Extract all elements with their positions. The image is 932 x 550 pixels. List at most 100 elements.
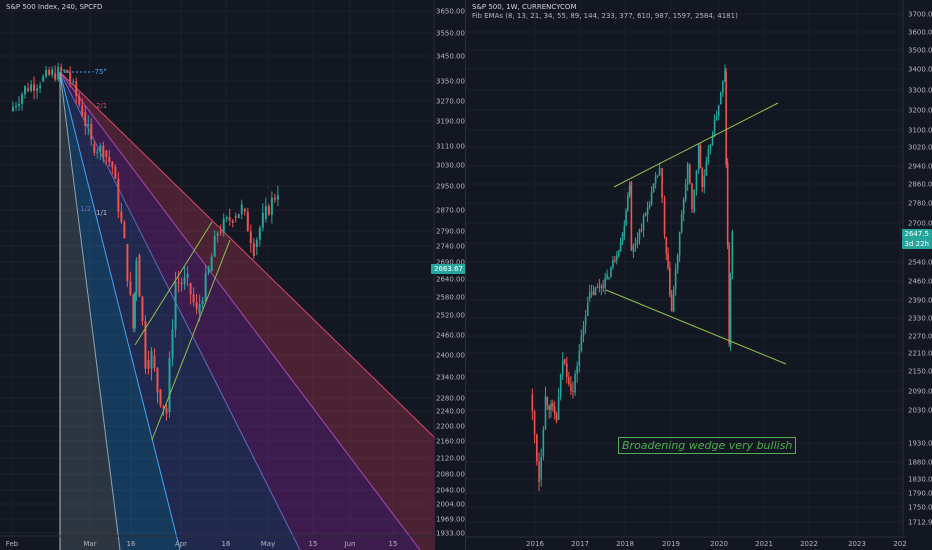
candle-body — [557, 397, 560, 420]
candle-body — [60, 67, 63, 72]
channel-line-lower — [151, 239, 231, 441]
candle-body — [533, 411, 536, 435]
y-tick-label: 3450.00 — [436, 53, 465, 61]
gann-fan-zone — [60, 72, 435, 550]
candle-body — [219, 231, 222, 233]
chart-pane-left[interactable]: -75° 2/1 1/1 1/2 1933.00 1969.00 2004.00 2040.0… — [0, 0, 466, 550]
candle-body — [93, 144, 96, 153]
candle-body — [729, 276, 732, 346]
candle-body — [689, 164, 691, 184]
candle-body — [168, 357, 171, 413]
left-candles — [12, 63, 279, 421]
candle-body — [133, 292, 136, 329]
candle-body — [695, 170, 698, 191]
y-tick-label: 1750.0 — [908, 504, 932, 512]
left-axes: 1933.00 1969.00 2004.00 2040.00 2080.00 2120.… — [0, 0, 465, 548]
y-tick-label: 2700.0 — [908, 220, 932, 228]
candle-body — [144, 321, 147, 369]
y-tick-label: 2004.00 — [436, 501, 465, 509]
candle-body — [69, 72, 72, 82]
x-tick-label: 15 — [309, 540, 318, 548]
candle-body — [186, 273, 189, 278]
x-tick-label: May — [261, 540, 275, 548]
y-tick-label: 1830.0 — [908, 476, 932, 484]
x-tick-label: 2023 — [848, 540, 866, 548]
candle-body — [273, 197, 276, 200]
candle-body — [42, 76, 45, 81]
candle-body — [213, 235, 216, 257]
right-grid — [466, 0, 902, 535]
candle-body — [162, 405, 165, 409]
wedge-annotation[interactable]: Broadening wedge very bullish — [618, 437, 797, 454]
candle-body — [180, 283, 183, 285]
candle-body — [81, 104, 84, 117]
chart-left-canvas[interactable]: -75° 2/1 1/1 1/2 1933.00 1969.00 2004.00 2040.0… — [0, 0, 466, 550]
candle-body — [111, 161, 114, 168]
candle-body — [592, 291, 595, 295]
candle-body — [249, 231, 252, 244]
candle-body — [682, 199, 685, 215]
candle-body — [66, 70, 69, 73]
candle-body — [261, 212, 264, 228]
candle-body — [147, 360, 150, 369]
candle-body — [30, 84, 33, 91]
candle-body — [678, 231, 681, 256]
candle-body — [48, 69, 51, 75]
y-tick-label: 2150.0 — [908, 368, 932, 376]
candle-body — [713, 119, 716, 137]
chart-right-legend: S&P 500, 1W, CURRENCYCOM Fib EMAs (8, 13… — [472, 3, 738, 21]
y-tick-label: 2090.0 — [908, 388, 932, 396]
x-tick-label: 16 — [127, 540, 136, 548]
candle-body — [189, 283, 192, 295]
x-tick-label: 2020 — [710, 540, 728, 548]
candle-body — [590, 291, 593, 293]
candle-body — [576, 366, 578, 374]
y-tick-label: 3200.0 — [908, 107, 932, 115]
candle-body — [602, 285, 605, 288]
wedge-line-lower — [605, 289, 787, 365]
x-tick-label: 2019 — [662, 540, 680, 548]
candle-body — [39, 85, 42, 89]
candle-body — [171, 329, 174, 358]
candle-body — [627, 195, 629, 211]
candle-body — [159, 389, 162, 406]
fib-ema-indicator-label[interactable]: Fib EMAs (8, 13, 21, 34, 55, 89, 144, 23… — [472, 12, 738, 20]
candle-body — [686, 163, 689, 184]
x-tick-label: 16 — [222, 540, 231, 548]
candle-body — [661, 168, 663, 199]
right-axes: 1712.9 1750.0 1790.0 1830.0 1880.0 1930.0 2030… — [466, 0, 932, 548]
x-tick-label: 2021 — [755, 540, 773, 548]
y-tick-label: 2080.00 — [436, 471, 465, 479]
y-tick-label: 2210.0 — [908, 350, 932, 358]
candle-body — [596, 286, 599, 288]
candle-body — [536, 434, 538, 462]
right-candles — [531, 64, 734, 492]
candle-body — [553, 406, 556, 415]
gann-fan: -75° 2/1 1/1 1/2 — [59, 68, 436, 550]
x-tick-label: 15 — [389, 540, 398, 548]
y-tick-label: 2520.00 — [436, 312, 465, 320]
gann-fan-line — [59, 71, 436, 439]
candle-body — [183, 277, 186, 285]
gann-fan-label: 1/2 — [80, 205, 91, 213]
candle-body — [156, 368, 159, 393]
y-tick-label: 1880.0 — [908, 459, 932, 467]
candle-body — [570, 383, 572, 391]
candle-body — [123, 221, 126, 239]
x-tick-label: Mar — [83, 540, 96, 548]
candle-body — [24, 86, 27, 95]
chart-right-canvas[interactable]: 1712.9 1750.0 1790.0 1830.0 1880.0 1930.0 2030… — [466, 0, 932, 550]
candle-body — [615, 255, 618, 261]
candle-body — [231, 220, 234, 223]
candle-body — [33, 84, 36, 91]
last-price-tag-right: 2647.5 — [901, 229, 932, 239]
candle-body — [586, 302, 589, 317]
candle-body — [36, 88, 39, 91]
candle-body — [153, 355, 156, 369]
candle-body — [222, 218, 225, 233]
gann-fan-line — [59, 71, 121, 550]
chart-pane-right[interactable]: 1712.9 1750.0 1790.0 1830.0 1880.0 1930.0 2030… — [466, 0, 932, 550]
x-tick-label: Jun — [344, 540, 356, 548]
candle-body — [588, 292, 591, 299]
candle-body — [665, 237, 668, 254]
